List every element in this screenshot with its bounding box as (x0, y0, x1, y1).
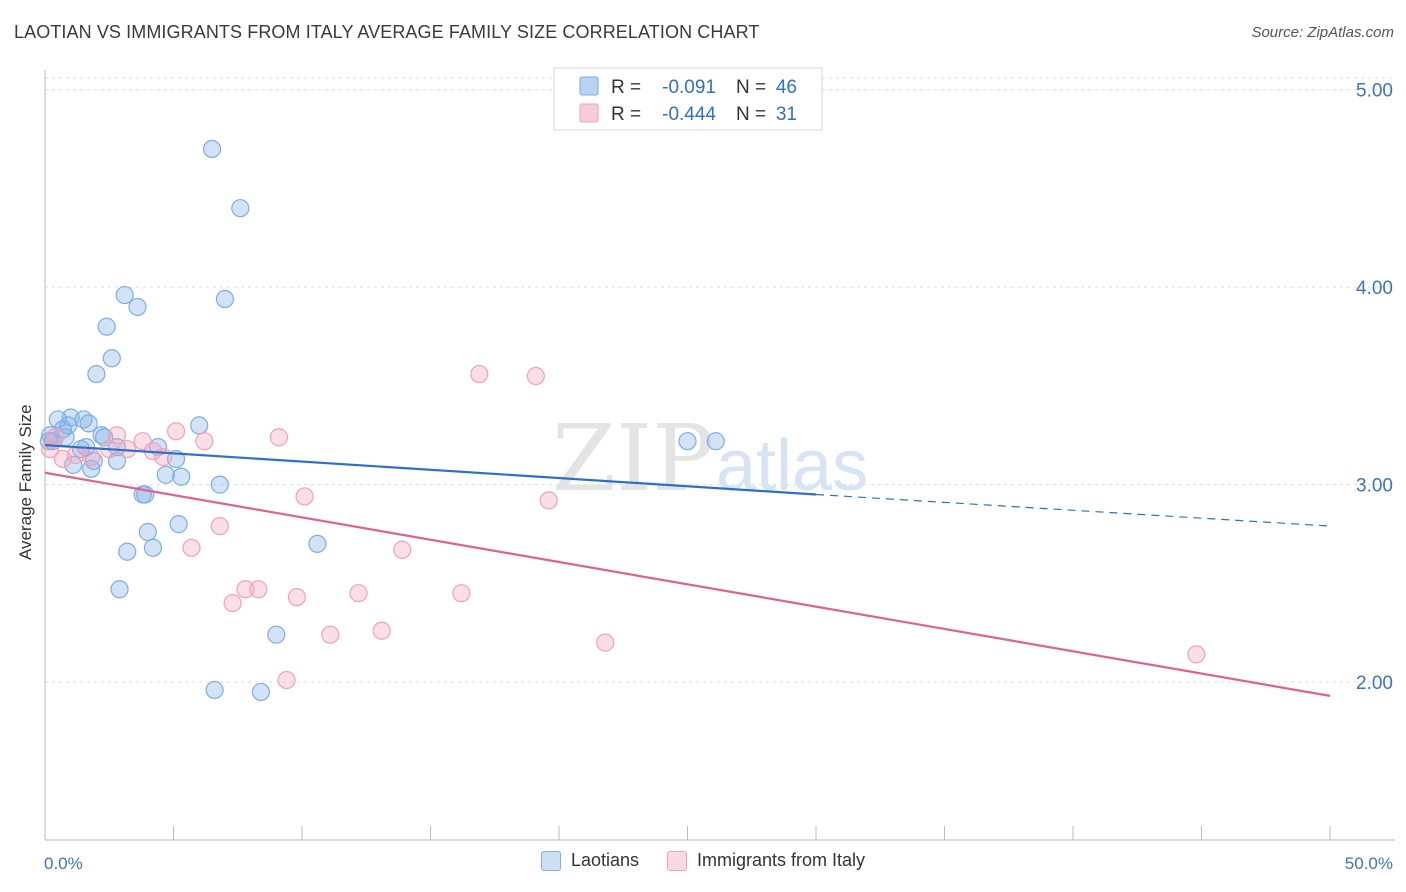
point-italy (321, 625, 340, 644)
trend-lines (44, 444, 1331, 697)
point-italy (210, 516, 229, 536)
y-tick-label: 5.00 (1356, 81, 1393, 102)
point-italy (107, 426, 127, 445)
stats-swatch (579, 103, 599, 123)
point-laotians (169, 515, 188, 534)
stats-legend: R = -0.091 N = 46 R = -0.444 N = 31 (553, 67, 823, 131)
watermark: ZIP atlas (552, 405, 868, 512)
point-laotians (138, 522, 157, 542)
point-italy (82, 447, 101, 467)
x-tick-label-max: 50.0% (1345, 854, 1393, 873)
stats-n-label: N = (736, 104, 766, 125)
point-laotians (706, 432, 725, 451)
y-tick-label: 2.00 (1356, 673, 1393, 694)
stats-n-label: N = (736, 77, 766, 98)
point-laotians (251, 682, 270, 702)
point-italy (66, 445, 85, 465)
point-laotians (110, 580, 129, 599)
y-tick-label: 4.00 (1356, 278, 1393, 299)
point-laotians (118, 542, 137, 561)
stats-r-value: -0.091 (662, 77, 716, 98)
stats-n-value: 31 (776, 104, 797, 125)
legend-label-laotians: Laotians (570, 850, 640, 870)
tick-labels: 2.00 3.00 4.00 5.00 0.0% 50.0% (44, 81, 1393, 873)
point-italy (277, 670, 296, 690)
point-laotians (143, 538, 163, 557)
point-laotians (215, 289, 234, 309)
point-italy (154, 447, 173, 467)
point-laotians (79, 414, 98, 433)
point-italy (195, 432, 214, 451)
point-italy (295, 487, 314, 506)
point-italy (1187, 645, 1206, 664)
point-laotians (156, 465, 175, 484)
point-italy (596, 633, 615, 652)
point-italy (166, 422, 186, 441)
point-italy (223, 593, 242, 613)
legend-swatch-italy (667, 850, 688, 871)
trend-line-laotians-extension (815, 493, 1331, 527)
point-italy (287, 588, 306, 607)
stats-r-label: R = (611, 104, 641, 125)
point-italy (372, 621, 391, 640)
point-laotians (267, 625, 286, 644)
point-italy (249, 580, 268, 599)
trend-line-italy (44, 471, 1331, 697)
point-laotians (190, 416, 209, 435)
point-laotians (205, 680, 224, 700)
point-italy (269, 428, 288, 447)
legend-item-laotians: Laotians (540, 850, 640, 871)
point-laotians (678, 432, 697, 451)
point-laotians (92, 426, 111, 445)
point-italy (349, 584, 368, 603)
axes (44, 70, 1395, 841)
point-laotians (210, 475, 229, 494)
stats-n-value: 46 (776, 77, 797, 98)
series-legend: Laotians Immigrants from Italy (0, 850, 1406, 871)
stats-r-label: R = (611, 77, 641, 98)
point-laotians (115, 285, 134, 305)
point-italy (393, 540, 412, 559)
point-italy (236, 580, 255, 599)
point-laotians (172, 467, 191, 486)
point-laotians (128, 297, 147, 317)
y-tick-label: 3.00 (1356, 476, 1393, 497)
point-italy (539, 491, 558, 510)
point-laotians (97, 317, 116, 336)
stats-r-value: -0.444 (662, 104, 716, 125)
chart-title: LAOTIAN VS IMMIGRANTS FROM ITALY AVERAGE… (14, 22, 760, 42)
point-laotians (87, 364, 106, 384)
point-laotians (231, 199, 250, 218)
point-italy (526, 366, 545, 386)
legend-item-italy: Immigrants from Italy (667, 850, 865, 871)
point-laotians (308, 534, 327, 553)
stats-legend-box (553, 67, 823, 131)
x-tick-label-min: 0.0% (44, 854, 83, 873)
point-laotians (102, 349, 121, 368)
point-laotians (202, 139, 222, 159)
legend-label-italy: Immigrants from Italy (697, 850, 866, 870)
point-italy (182, 538, 201, 557)
point-italy (452, 584, 471, 603)
stats-swatch (579, 76, 599, 96)
legend-swatch-laotians (540, 850, 561, 871)
point-italy (46, 428, 65, 447)
point-italy (470, 364, 489, 384)
source-note: Source: ZipAtlas.com (1251, 24, 1394, 41)
trend-line-laotians (44, 444, 817, 496)
watermark-zip: ZIP (552, 405, 714, 512)
